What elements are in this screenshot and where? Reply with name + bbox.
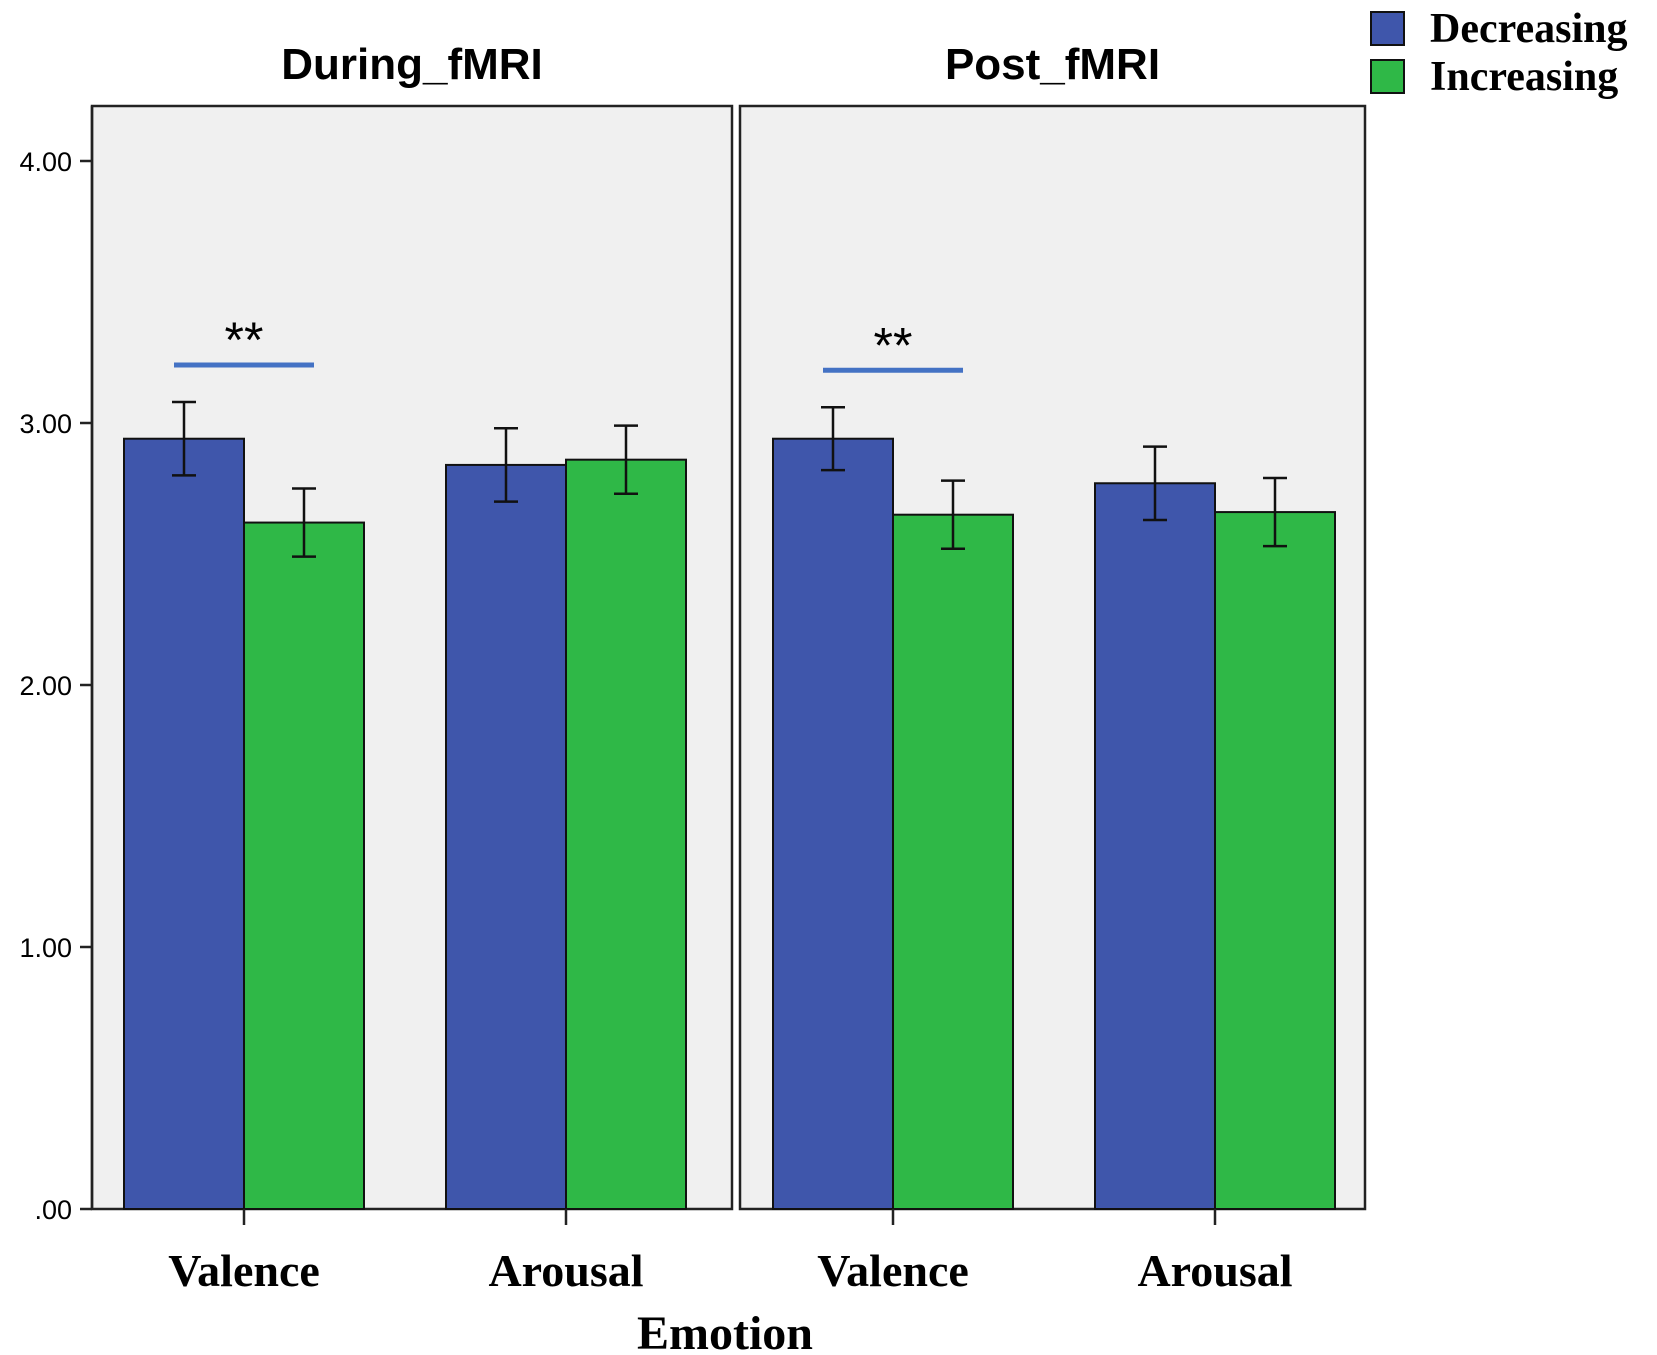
legend-swatch-Decreasing bbox=[1370, 11, 1405, 46]
legend-label-Increasing: Increasing bbox=[1430, 54, 1618, 100]
legend-swatch-Increasing bbox=[1370, 59, 1405, 94]
category-label: Valence bbox=[168, 1245, 320, 1296]
bar-During_fMRI-Arousal-Increasing bbox=[565, 458, 687, 1210]
bar-Post_fMRI-Valence-Increasing bbox=[892, 513, 1014, 1210]
y-tick-label: 4.00 bbox=[19, 147, 72, 177]
panel-Post_fMRI: Post_fMRI Valence Arousal ** bbox=[738, 40, 1367, 1296]
significance-marker: ** bbox=[225, 312, 264, 368]
x-axis: Emotion bbox=[637, 1307, 813, 1355]
bar-During_fMRI-Arousal-Decreasing bbox=[445, 463, 567, 1211]
error-bar-During_fMRI-Valence-Decreasing bbox=[172, 400, 196, 477]
error-bar-During_fMRI-Valence-Increasing bbox=[292, 487, 316, 558]
category-label: Arousal bbox=[488, 1245, 643, 1296]
bar-During_fMRI-Valence-Increasing bbox=[243, 521, 365, 1210]
panel-During_fMRI: During_fMRI Valence Arousal ** bbox=[90, 40, 734, 1296]
bar-During_fMRI-Valence-Decreasing bbox=[123, 437, 245, 1211]
y-tick-label: .00 bbox=[34, 1195, 72, 1225]
error-bar-Post_fMRI-Valence-Increasing bbox=[941, 479, 965, 551]
error-bar-During_fMRI-Arousal-Increasing bbox=[614, 424, 638, 495]
error-bar-Post_fMRI-Arousal-Decreasing bbox=[1143, 445, 1167, 522]
x-axis-title: Emotion bbox=[637, 1307, 813, 1355]
y-axis: .00 1.00 2.00 3.00 4.00 bbox=[19, 106, 94, 1225]
error-bar-Post_fMRI-Arousal-Increasing bbox=[1263, 476, 1287, 548]
y-tick-label: 3.00 bbox=[19, 409, 72, 439]
bar-Post_fMRI-Valence-Decreasing bbox=[772, 437, 894, 1211]
bar-Post_fMRI-Arousal-Increasing bbox=[1214, 511, 1336, 1210]
y-tick-label: 2.00 bbox=[19, 671, 72, 701]
category-label: Arousal bbox=[1137, 1245, 1292, 1296]
error-bar-During_fMRI-Arousal-Decreasing bbox=[494, 426, 518, 503]
bar-Post_fMRI-Arousal-Decreasing bbox=[1094, 482, 1216, 1210]
error-bar-Post_fMRI-Valence-Decreasing bbox=[821, 406, 845, 472]
panel-title: Post_fMRI bbox=[945, 40, 1160, 89]
y-tick-label: 1.00 bbox=[19, 933, 72, 963]
panels-layer: During_fMRI Valence Arousal ** Post_fMRI Vale… bbox=[90, 40, 1367, 1296]
panel-title: During_fMRI bbox=[281, 40, 543, 89]
significance-marker: ** bbox=[874, 317, 913, 373]
legend-label-Decreasing: Decreasing bbox=[1430, 6, 1628, 52]
category-label: Valence bbox=[817, 1245, 969, 1296]
